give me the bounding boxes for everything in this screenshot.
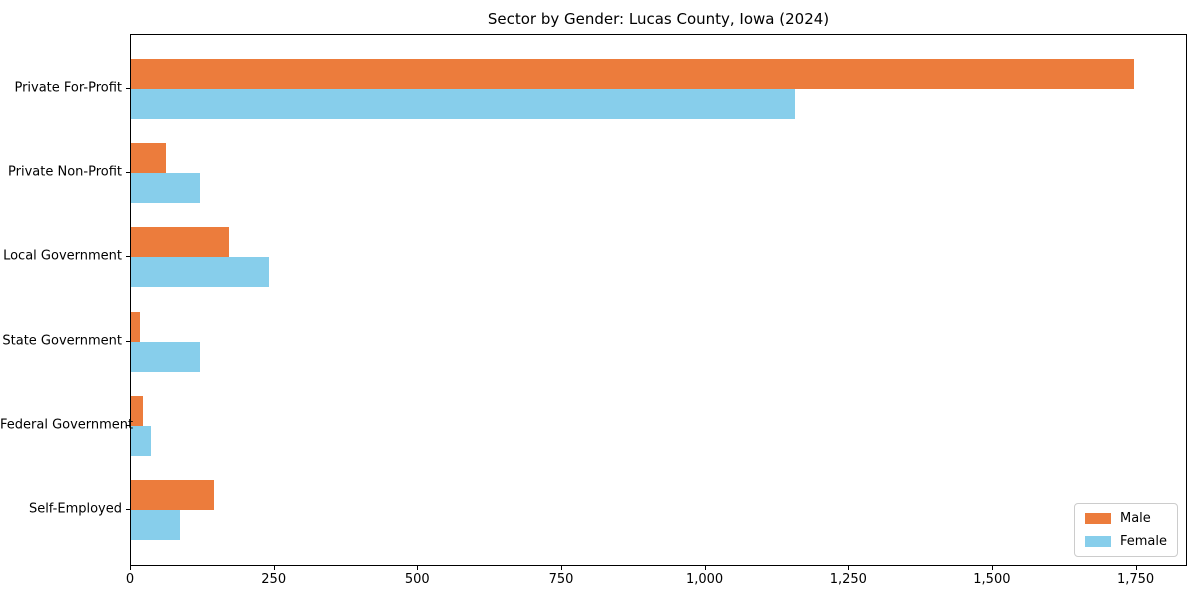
legend-swatch-male-icon [1084,513,1111,524]
y-tick-label: State Government [2,333,122,349]
bar-female-0 [131,89,795,119]
x-tick-label: 1,750 [1116,572,1155,587]
bar-female-4 [131,425,152,456]
x-tick-mark [848,566,850,570]
bar-female-3 [131,341,200,372]
x-tick-label: 750 [548,572,574,587]
x-tick-label: 0 [125,572,135,587]
y-tick-label: Federal Government [0,417,134,433]
bar-male-4 [131,395,143,426]
bar-male-5 [131,480,215,511]
legend-label-female: Female [1119,534,1167,549]
bar-male-3 [131,311,140,342]
bar-female-1 [131,173,200,204]
legend-item-male: Male [1084,511,1167,526]
legend-swatch-female-icon [1084,536,1111,547]
bar-female-2 [131,257,269,288]
bar-male-1 [131,143,166,174]
x-tick-mark [130,566,131,570]
x-tick-label: 500 [404,572,430,587]
y-tick-mark [126,340,130,342]
bar-male-2 [131,227,229,258]
y-tick-mark [126,256,130,258]
x-tick-mark [704,566,706,570]
x-tick-mark [273,566,275,570]
x-tick-mark [991,566,993,570]
chart-title: Sector by Gender: Lucas County, Iowa (20… [487,10,830,28]
x-tick-mark [561,566,562,570]
bar-female-5 [131,510,180,541]
legend-item-female: Female [1084,534,1167,549]
y-tick-mark [126,172,130,174]
y-tick-mark [126,88,130,89]
plot-area [130,34,1187,566]
legend: Male Female [1073,503,1178,557]
x-tick-label: 1,500 [973,572,1011,587]
x-tick-label: 1,250 [829,572,867,587]
legend-label-male: Male [1119,511,1151,526]
y-tick-label: Private For-Profit [14,80,122,96]
x-tick-label: 1,000 [685,572,724,587]
x-tick-mark [417,566,419,570]
y-tick-mark [126,509,130,511]
y-tick-mark [126,424,130,426]
bar-male-0 [131,59,1134,89]
y-tick-label: Self-Employed [28,501,122,517]
x-tick-label: 250 [261,572,287,587]
x-tick-mark [1135,566,1137,570]
y-tick-label: Private Non-Profit [8,164,122,180]
y-tick-label: Local Government [3,248,122,264]
